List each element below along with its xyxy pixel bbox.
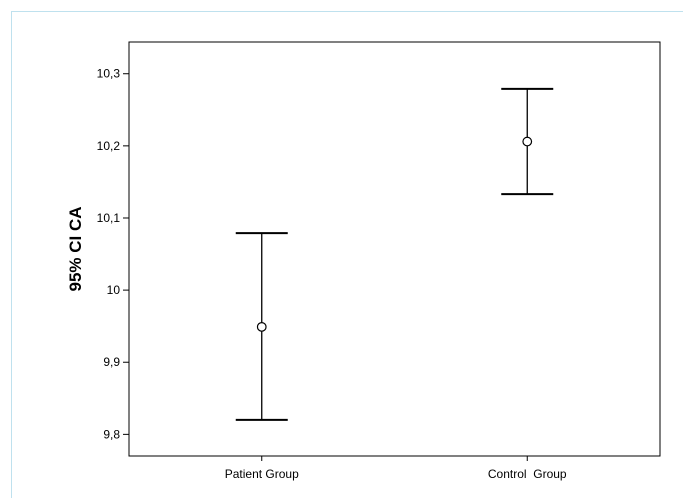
x-tick-label: Control Group	[488, 467, 567, 481]
error-bar-1	[235, 232, 288, 421]
y-tick-label: 10	[107, 283, 121, 297]
y-tick-label: 9,9	[103, 355, 120, 369]
error-bars	[235, 87, 554, 421]
mean-marker	[522, 136, 533, 147]
y-tick-label: 9,8	[103, 427, 120, 441]
y-axis: 9,8 9,9 10 10,1 10,2 10,3	[97, 67, 129, 441]
x-tick-label: Patient Group	[225, 467, 299, 481]
x-axis: Patient Group Control Group	[225, 456, 567, 481]
plot-area	[128, 41, 661, 457]
chart-frame	[11, 11, 683, 498]
y-axis-label: 95% CI CA	[66, 206, 85, 291]
error-bar-2	[501, 87, 554, 196]
y-tick-label: 10,1	[97, 211, 121, 225]
y-tick-label: 10,2	[97, 139, 121, 153]
mean-marker	[256, 321, 267, 332]
y-tick-label: 10,3	[97, 67, 121, 81]
